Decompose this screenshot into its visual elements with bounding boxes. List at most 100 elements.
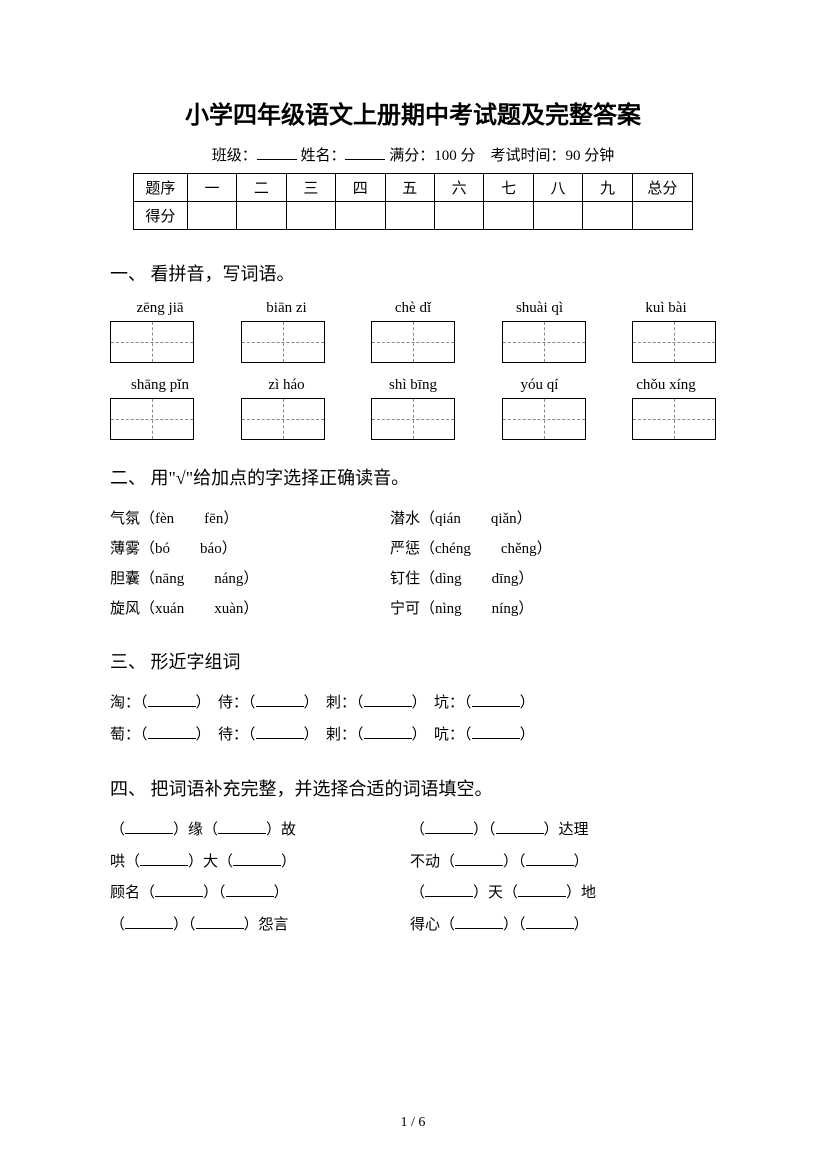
- score-cell[interactable]: [187, 202, 236, 230]
- fill-blank[interactable]: [526, 917, 574, 929]
- char-box[interactable]: [371, 321, 455, 363]
- score-cell[interactable]: [533, 202, 582, 230]
- fill-blank[interactable]: [496, 822, 544, 834]
- section4-heading: 四、 把词语补充完整，并选择合适的词语填空。: [110, 775, 716, 801]
- pinyin-item: zēng jiā: [110, 300, 210, 317]
- score-cell-total[interactable]: [632, 202, 692, 230]
- section4-list: （）缘（）故（）（）达理哄（）大（）不动（）（）顾名（）（）（）天（）地（）（）…: [110, 815, 716, 941]
- fill-blank[interactable]: [226, 885, 274, 897]
- name-label: 姓名：: [300, 148, 345, 164]
- char-box[interactable]: [110, 398, 194, 440]
- fill-blank[interactable]: [218, 822, 266, 834]
- fill-left: （）（）怨言: [110, 910, 410, 942]
- question-right: 钉住（dìng dīng）: [390, 564, 716, 594]
- score-cell[interactable]: [583, 202, 632, 230]
- score-cell[interactable]: [385, 202, 434, 230]
- question-right: 潜水（qián qiǎn）: [390, 504, 716, 534]
- char-box[interactable]: [371, 398, 455, 440]
- pinyin-item: zì háo: [237, 377, 337, 394]
- fill-row: 顾名（）（）（）天（）地: [110, 878, 716, 910]
- row1-label: 题序: [134, 174, 188, 202]
- score-cell[interactable]: [336, 202, 385, 230]
- question-left: 胆囊（nāng náng）: [110, 564, 390, 594]
- char-box[interactable]: [632, 398, 716, 440]
- score-cell[interactable]: [286, 202, 335, 230]
- col-total: 总分: [632, 174, 692, 202]
- question-right: 严惩（chéng chěng）: [390, 534, 716, 564]
- score-cell[interactable]: [484, 202, 533, 230]
- section1-heading: 一、 看拼音，写词语。: [110, 260, 716, 286]
- char-box[interactable]: [502, 321, 586, 363]
- question-left: 旋风（xuán xuàn）: [110, 594, 390, 624]
- fill-blank[interactable]: [364, 695, 412, 707]
- col-2: 二: [237, 174, 286, 202]
- page: 小学四年级语文上册期中考试题及完整答案 班级： 姓名： 满分：100 分 考试时…: [0, 0, 826, 1169]
- section3-list: 淘：（） 侍：（） 刺：（） 坑：（）萄：（） 待：（） 剌：（） 吭：（）: [110, 688, 716, 751]
- fill-blank[interactable]: [425, 885, 473, 897]
- question-row: 薄雾（bó báo）严惩（chéng chěng）: [110, 534, 716, 564]
- char-box-row: [110, 398, 716, 440]
- fill-blank[interactable]: [125, 822, 173, 834]
- class-blank[interactable]: [257, 146, 297, 160]
- full-score-label: 满分：: [389, 148, 434, 164]
- fill-blank[interactable]: [148, 695, 196, 707]
- pinyin-row: shāng pǐn zì háo shì bīng yóu qí chǒu xí…: [110, 377, 716, 394]
- fill-row: 哄（）大（）不动（）（）: [110, 847, 716, 879]
- fill-blank[interactable]: [518, 885, 566, 897]
- fill-blank[interactable]: [425, 822, 473, 834]
- fill-blank[interactable]: [455, 854, 503, 866]
- fill-right: （）（）达理: [410, 815, 716, 847]
- name-blank[interactable]: [345, 146, 385, 160]
- pinyin-item: kuì bài: [616, 300, 716, 317]
- question-row: 旋风（xuán xuàn）宁可（nìng níng）: [110, 594, 716, 624]
- fill-blank[interactable]: [196, 917, 244, 929]
- char-box[interactable]: [241, 398, 325, 440]
- class-label: 班级：: [212, 148, 257, 164]
- fill-blank[interactable]: [140, 854, 188, 866]
- fill-blank[interactable]: [472, 727, 520, 739]
- full-score-value: 100 分: [434, 148, 475, 164]
- question-right: 宁可（nìng níng）: [390, 594, 716, 624]
- table-row: 得分: [134, 202, 693, 230]
- score-cell[interactable]: [237, 202, 286, 230]
- fill-blank[interactable]: [125, 917, 173, 929]
- page-footer: 1 / 6: [0, 1115, 826, 1131]
- fill-blank[interactable]: [233, 854, 281, 866]
- char-box[interactable]: [632, 321, 716, 363]
- fill-right: （）天（）地: [410, 878, 716, 910]
- col-7: 七: [484, 174, 533, 202]
- fill-blank[interactable]: [526, 854, 574, 866]
- section2-list: 气氛（fèn fēn）潜水（qián qiǎn）薄雾（bó báo）严惩（ché…: [110, 504, 716, 624]
- question-left: 气氛（fèn fēn）: [110, 504, 390, 534]
- char-box[interactable]: [241, 321, 325, 363]
- col-6: 六: [434, 174, 483, 202]
- pinyin-item: chǒu xíng: [616, 377, 716, 394]
- fill-right: 不动（）（）: [410, 847, 716, 879]
- row2-label: 得分: [134, 202, 188, 230]
- pinyin-item: yóu qí: [490, 377, 590, 394]
- fill-blank[interactable]: [256, 695, 304, 707]
- score-cell[interactable]: [434, 202, 483, 230]
- pinyin-item: shuài qì: [490, 300, 590, 317]
- question-row: 气氛（fèn fēn）潜水（qián qiǎn）: [110, 504, 716, 534]
- col-3: 三: [286, 174, 335, 202]
- question-row: 萄：（） 待：（） 剌：（） 吭：（）: [110, 720, 716, 752]
- question-left: 薄雾（bó báo）: [110, 534, 390, 564]
- fill-row: （）（）怨言得心（）（）: [110, 910, 716, 942]
- char-box[interactable]: [502, 398, 586, 440]
- fill-left: 顾名（）（）: [110, 878, 410, 910]
- fill-blank[interactable]: [455, 917, 503, 929]
- col-8: 八: [533, 174, 582, 202]
- col-5: 五: [385, 174, 434, 202]
- fill-blank[interactable]: [472, 695, 520, 707]
- meta-line: 班级： 姓名： 满分：100 分 考试时间：90 分钟: [110, 144, 716, 165]
- question-row: 淘：（） 侍：（） 刺：（） 坑：（）: [110, 688, 716, 720]
- pinyin-item: chè dǐ: [363, 300, 463, 317]
- fill-blank[interactable]: [148, 727, 196, 739]
- fill-blank[interactable]: [256, 727, 304, 739]
- fill-blank[interactable]: [155, 885, 203, 897]
- fill-blank[interactable]: [364, 727, 412, 739]
- pinyin-row: zēng jiā biān zi chè dǐ shuài qì kuì bài: [110, 300, 716, 317]
- col-9: 九: [583, 174, 632, 202]
- char-box[interactable]: [110, 321, 194, 363]
